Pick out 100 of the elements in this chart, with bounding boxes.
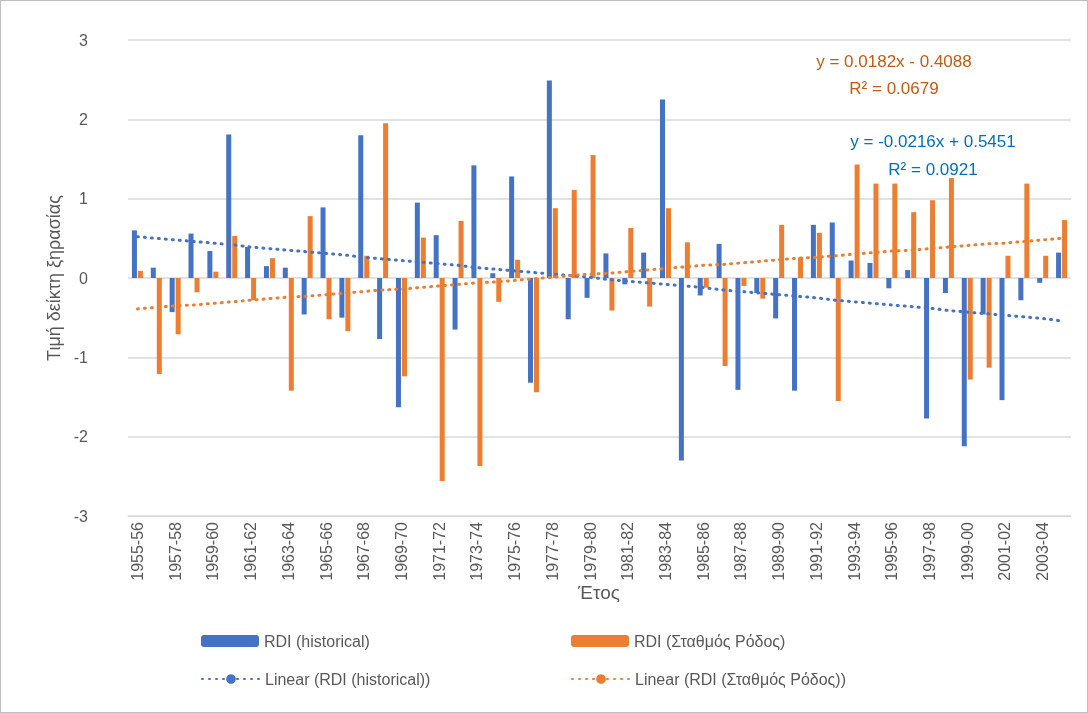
x-tick-label: 1967-68 — [355, 521, 373, 581]
x-tick-label: 1993-94 — [845, 521, 863, 581]
bar — [307, 216, 313, 278]
x-tick-label: 1989-90 — [770, 521, 788, 581]
x-tick-label: 1971-72 — [430, 521, 448, 581]
bar — [660, 99, 666, 278]
bar — [798, 257, 804, 278]
annotation: y = -0.0216x + 0.5451 — [850, 131, 1016, 151]
x-tick-label: 1997-98 — [921, 521, 939, 581]
bar — [609, 278, 615, 311]
x-tick-label: 1991-92 — [807, 521, 825, 581]
x-tick-label: 1999-00 — [958, 521, 976, 581]
bar — [565, 278, 571, 320]
x-tick-label: 1985-86 — [694, 521, 712, 581]
bar — [263, 266, 269, 278]
bar — [458, 220, 464, 278]
bar — [703, 278, 709, 288]
bar — [364, 255, 370, 278]
bar — [697, 278, 703, 296]
bar — [490, 273, 496, 278]
bar — [194, 278, 200, 293]
x-tick-label: 1961-62 — [242, 521, 260, 581]
bar — [150, 267, 156, 278]
x-tick-label: 1983-84 — [657, 521, 675, 581]
x-tick-label: 1995-96 — [883, 521, 901, 581]
bar — [773, 278, 779, 319]
bar — [1056, 252, 1062, 278]
x-tick-label: 2001-02 — [996, 521, 1014, 581]
bar — [980, 278, 986, 315]
bar — [1018, 278, 1024, 301]
y-axis-title: Τιμή δείκτη ξηρασίας — [43, 194, 64, 361]
legend-label: Linear (RDI (Σταθμός Ρόδος)) — [635, 670, 846, 688]
bar — [1037, 278, 1043, 283]
bar — [760, 278, 766, 299]
bar — [867, 262, 873, 278]
y-tick-label: 0 — [79, 269, 89, 287]
bar — [496, 278, 502, 302]
x-tick-label: 1965-66 — [317, 521, 335, 581]
bar — [905, 270, 911, 278]
x-tick-label: 1979-80 — [581, 521, 599, 581]
bar — [986, 278, 992, 368]
bar — [741, 278, 747, 286]
bar — [1043, 255, 1049, 278]
bar — [232, 235, 238, 278]
x-axis-title: Έτος — [577, 582, 620, 603]
annotation: R² = 0.0679 — [849, 78, 939, 98]
x-tick-label: 1969-70 — [392, 521, 410, 581]
bar — [395, 278, 401, 408]
x-tick-label: 1957-58 — [166, 521, 184, 581]
bar — [377, 278, 383, 340]
bar — [848, 260, 854, 278]
bar — [452, 278, 458, 330]
y-tick-label: -1 — [73, 348, 89, 366]
bar — [339, 278, 345, 318]
bar — [527, 278, 533, 383]
bar — [1005, 255, 1011, 278]
bar — [282, 267, 288, 278]
bar — [754, 278, 760, 294]
bar — [835, 278, 841, 401]
bar — [603, 253, 609, 278]
x-tick-label: 1973-74 — [468, 521, 486, 581]
bar — [383, 123, 389, 278]
bar — [722, 278, 728, 367]
x-tick-label: 1981-82 — [619, 521, 637, 581]
bar — [245, 247, 251, 278]
bar — [515, 259, 521, 278]
bar — [641, 252, 647, 278]
x-tick-label: 1959-60 — [204, 521, 222, 581]
x-tick-label: 1955-56 — [128, 521, 146, 581]
y-tick-label: 2 — [79, 110, 89, 128]
bar — [301, 278, 307, 315]
bar — [420, 237, 426, 278]
annotation: y = 0.0182x - 0.4088 — [816, 51, 972, 71]
x-tick-label: 1975-76 — [506, 521, 524, 581]
y-tick-label: 1 — [79, 190, 89, 208]
x-tick-label: 2003-04 — [1034, 521, 1052, 581]
bar — [269, 258, 275, 278]
y-tick-label: 3 — [79, 31, 89, 49]
bar — [251, 278, 257, 301]
bar — [810, 224, 816, 278]
x-tick-label: 1963-64 — [279, 521, 297, 581]
bar — [213, 271, 219, 278]
bar — [647, 278, 653, 307]
legend-label: RDI (Σταθμός Ρόδος) — [634, 632, 786, 650]
bar — [137, 270, 143, 278]
legend-label: RDI (historical) — [264, 632, 370, 650]
x-tick-label: 1977-78 — [543, 521, 561, 581]
bar — [684, 242, 690, 278]
legend-label: Linear (RDI (historical)) — [265, 670, 431, 688]
y-tick-label: -2 — [73, 428, 89, 446]
bar — [169, 278, 175, 313]
bar — [886, 278, 892, 289]
bar — [584, 278, 590, 298]
bar — [716, 243, 722, 278]
bar — [207, 251, 213, 278]
y-tick-label: -3 — [73, 507, 89, 525]
bar — [967, 278, 973, 380]
bar — [942, 278, 948, 294]
x-tick-label: 1987-88 — [732, 521, 750, 581]
bar — [829, 222, 835, 278]
